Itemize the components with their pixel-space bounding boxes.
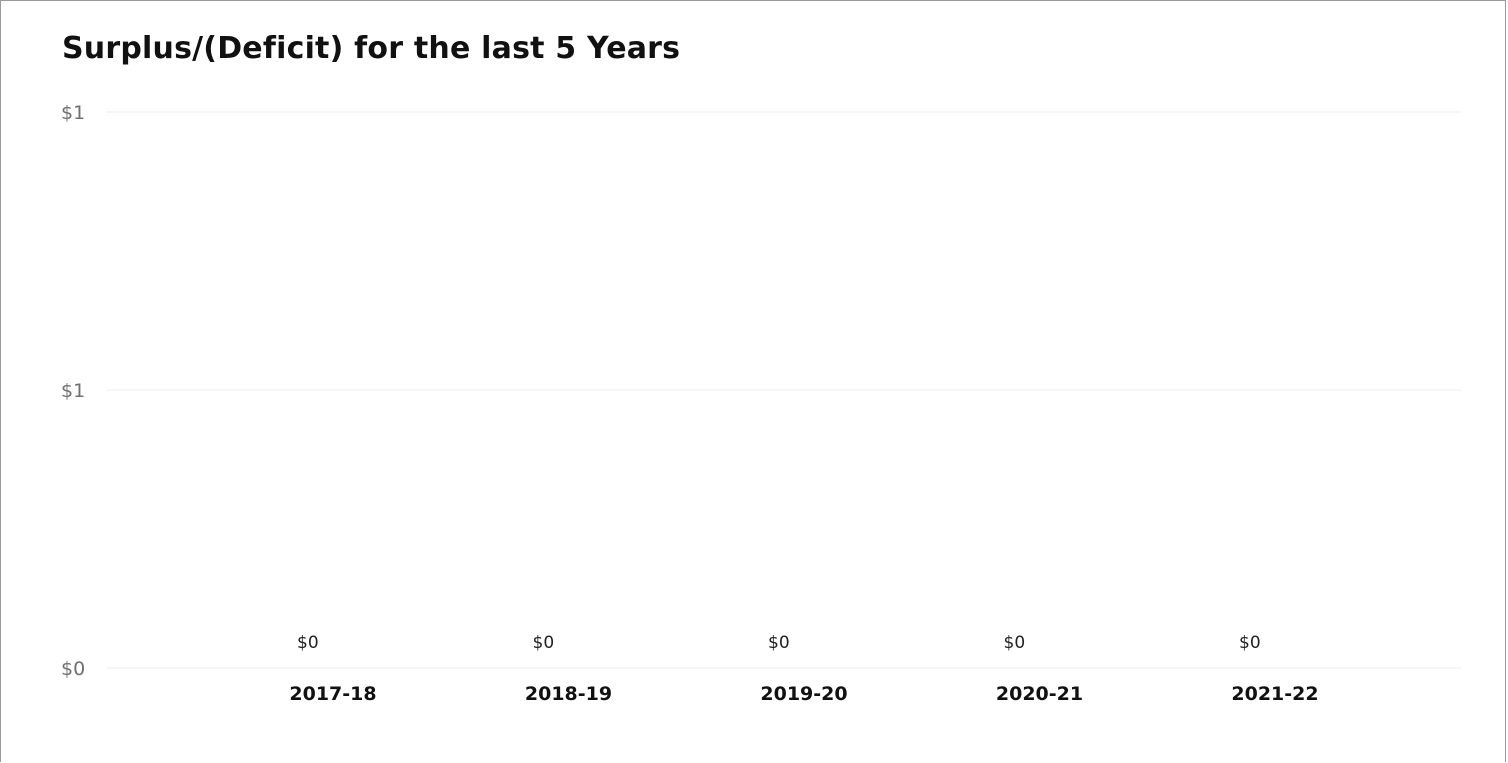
chart-title: Surplus/(Deficit) for the last 5 Years [62, 31, 681, 66]
data-label: $0 [1239, 633, 1261, 653]
gridlines [106, 111, 1461, 669]
data-label: $0 [768, 633, 790, 653]
data-label: $0 [533, 633, 555, 653]
x-category-label: 2018-19 [525, 683, 612, 705]
data-label: $0 [1004, 633, 1026, 653]
y-axis-ticks: $0 $1 $1 [61, 102, 85, 680]
y-tick-label: $1 [61, 380, 85, 402]
x-category-label: 2019-20 [760, 683, 847, 705]
data-label: $0 [297, 633, 319, 653]
data-labels: $0 $0 $0 $0 $0 [297, 633, 1261, 653]
x-category-label: 2020-21 [996, 683, 1083, 705]
y-tick-label: $1 [61, 102, 85, 124]
x-category-label: 2017-18 [289, 683, 376, 705]
x-category-label: 2021-22 [1231, 683, 1318, 705]
y-tick-label: $0 [61, 658, 85, 680]
x-axis-categories: 2017-18 2018-19 2019-20 2020-21 2021-22 [289, 683, 1318, 705]
